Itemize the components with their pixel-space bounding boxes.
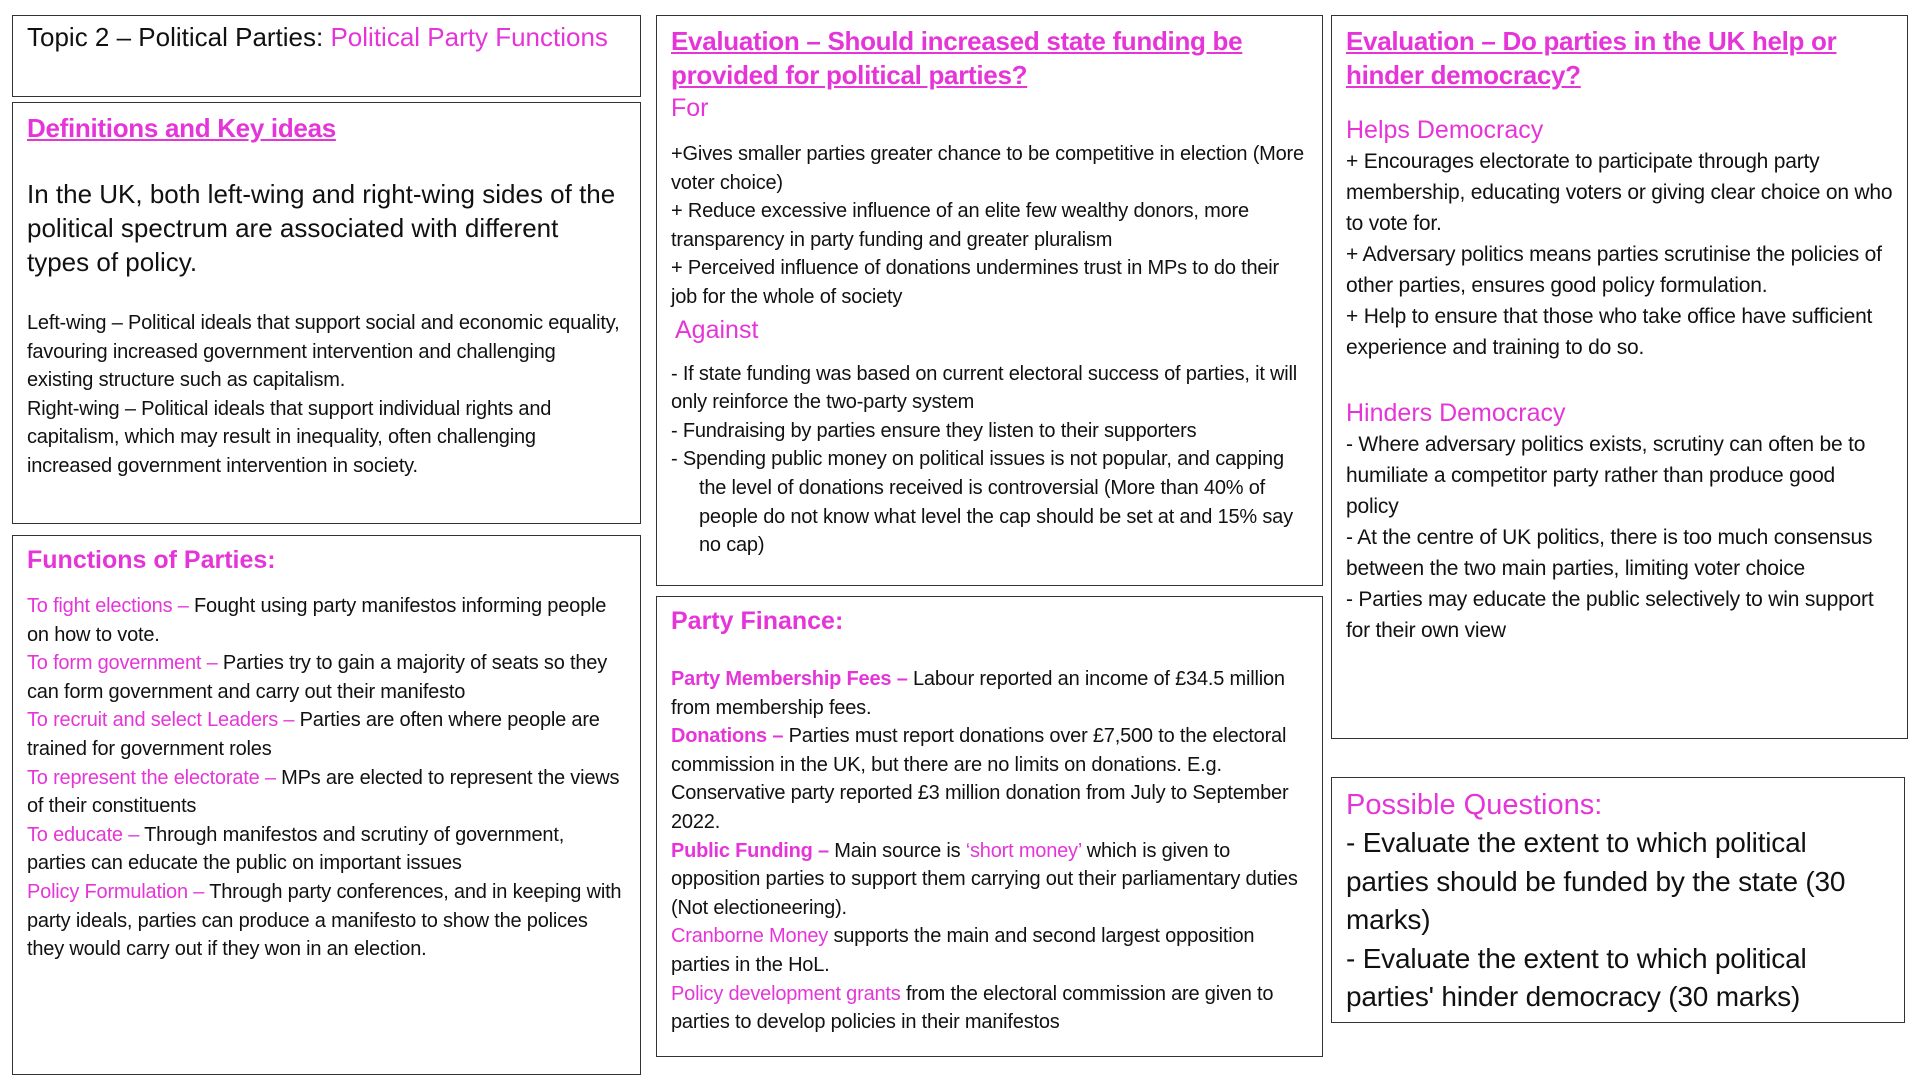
finance-label: Party Membership Fees – [671, 668, 913, 690]
funding-heading: Evaluation – Should increased state fund… [671, 26, 1243, 90]
function-label: To form government – [27, 652, 223, 675]
function-label: To represent the electorate – [27, 766, 282, 789]
for-list: +Gives smaller parties greater chance to… [671, 140, 1308, 312]
hinders-label: Hinders Democracy [1346, 399, 1566, 427]
finance-item: Policy development grants from the elect… [671, 980, 1308, 1037]
questions-heading: Possible Questions: [1346, 789, 1603, 821]
finance-label: Donations – [671, 725, 789, 748]
page-title: Topic 2 – Political Parties: Political P… [27, 22, 608, 52]
against-list: - If state funding was based on current … [671, 360, 1308, 560]
function-label: To educate – [27, 823, 145, 846]
question-item: - Evaluate the extent to which political… [1346, 942, 1807, 1013]
for-label: For [671, 94, 709, 122]
hinders-point: - At the centre of UK politics, there is… [1346, 526, 1873, 580]
function-text: MPs are elected to represent the views o… [27, 766, 620, 818]
finance-text: Parties must report donations over £7,50… [671, 725, 1289, 833]
definitions-box: Definitions and Key ideas In the UK, bot… [12, 102, 641, 524]
title-box: Topic 2 – Political Parties: Political P… [12, 15, 641, 97]
finance-item: Cranborne Money supports the main and se… [671, 922, 1308, 979]
finance-label: Policy development grants [671, 982, 906, 1005]
function-text: Through manifestos and scrutiny of gover… [27, 823, 565, 875]
against-label: Against [675, 315, 759, 344]
function-item: To form government – Parties try to gain… [27, 649, 626, 706]
functions-list: To fight elections – Fought using party … [27, 592, 626, 964]
helps-label: Helps Democracy [1346, 116, 1544, 144]
function-item: To recruit and select Leaders – Parties … [27, 706, 626, 763]
finance-list: Party Membership Fees – Labour reported … [671, 665, 1308, 1037]
against-point: - If state funding was based on current … [671, 362, 1298, 414]
right-wing-definition: Right-wing – Political ideals that suppo… [27, 397, 552, 477]
function-item: To fight elections – Fought using party … [27, 592, 626, 649]
finance-text: from the electoral commission are given … [671, 982, 1274, 1034]
functions-heading: Functions of Parties: [27, 546, 276, 574]
functions-box: Functions of Parties: To fight elections… [12, 535, 641, 1075]
against-point: - Spending public money on political iss… [671, 448, 1293, 557]
questions-list: - Evaluate the extent to which political… [1346, 824, 1890, 1017]
finance-text: which is given to opposition parties to … [671, 839, 1298, 919]
function-item: To educate – Through manifestos and scru… [27, 821, 626, 878]
function-label: Policy Formulation – [27, 880, 210, 903]
finance-item: Public Funding – Main source is ‘short m… [671, 837, 1308, 923]
function-item: Policy Formulation – Through party confe… [27, 878, 626, 964]
function-label: To recruit and select Leaders – [27, 709, 300, 732]
helps-list: + Encourages electorate to participate t… [1346, 146, 1893, 363]
finance-heading: Party Finance: [671, 607, 844, 635]
finance-quote: ‘short money’ [965, 839, 1082, 862]
against-point: - Fundraising by parties ensure they lis… [671, 419, 1197, 442]
democracy-evaluation-box: Evaluation – Do parties in the UK help o… [1331, 15, 1908, 739]
function-label: To fight elections – [27, 595, 195, 617]
question-item: - Evaluate the extent to which political… [1346, 827, 1846, 935]
finance-item: Donations – Parties must report donation… [671, 722, 1308, 836]
helps-point: + Encourages electorate to participate t… [1346, 150, 1893, 235]
finance-text: supports the main and second largest opp… [671, 925, 1255, 976]
democracy-heading: Evaluation – Do parties in the UK help o… [1346, 26, 1837, 90]
helps-point: + Help to ensure that those who take off… [1346, 305, 1873, 359]
function-item: To represent the electorate – MPs are el… [27, 764, 626, 821]
left-wing-definition: Left-wing – Political ideals that suppor… [27, 312, 620, 392]
function-text: Parties are often where people are train… [27, 709, 600, 760]
function-text: Parties try to gain a majority of seats … [27, 652, 607, 703]
hinders-point: - Where adversary politics exists, scrut… [1346, 433, 1866, 518]
definitions-intro: In the UK, both left-wing and right-wing… [27, 179, 616, 277]
finance-label: Cranborne Money [671, 925, 834, 948]
finance-label: Public Funding – [671, 839, 835, 862]
possible-questions-box: Possible Questions: - Evaluate the exten… [1331, 777, 1905, 1023]
finance-item: Party Membership Fees – Labour reported … [671, 665, 1308, 722]
definitions-heading: Definitions and Key ideas [27, 113, 336, 143]
hinders-point: - Parties may educate the public selecti… [1346, 588, 1874, 642]
hinders-list: - Where adversary politics exists, scrut… [1346, 429, 1893, 646]
function-text: Fought using party manifestos informing … [27, 595, 607, 646]
for-point: +Gives smaller parties greater chance to… [671, 143, 1304, 194]
for-point: + Reduce excessive influence of an elite… [671, 200, 1249, 251]
helps-point: + Adversary politics means parties scrut… [1346, 243, 1882, 297]
party-finance-box: Party Finance: Party Membership Fees – L… [656, 596, 1323, 1057]
funding-evaluation-box: Evaluation – Should increased state fund… [656, 15, 1323, 586]
finance-text: Main source is [834, 839, 966, 862]
function-text: Through party conferences, and in keepin… [27, 880, 622, 961]
finance-text: Labour reported an income of £34.5 milli… [671, 668, 1285, 719]
for-point: + Perceived influence of donations under… [671, 257, 1280, 308]
